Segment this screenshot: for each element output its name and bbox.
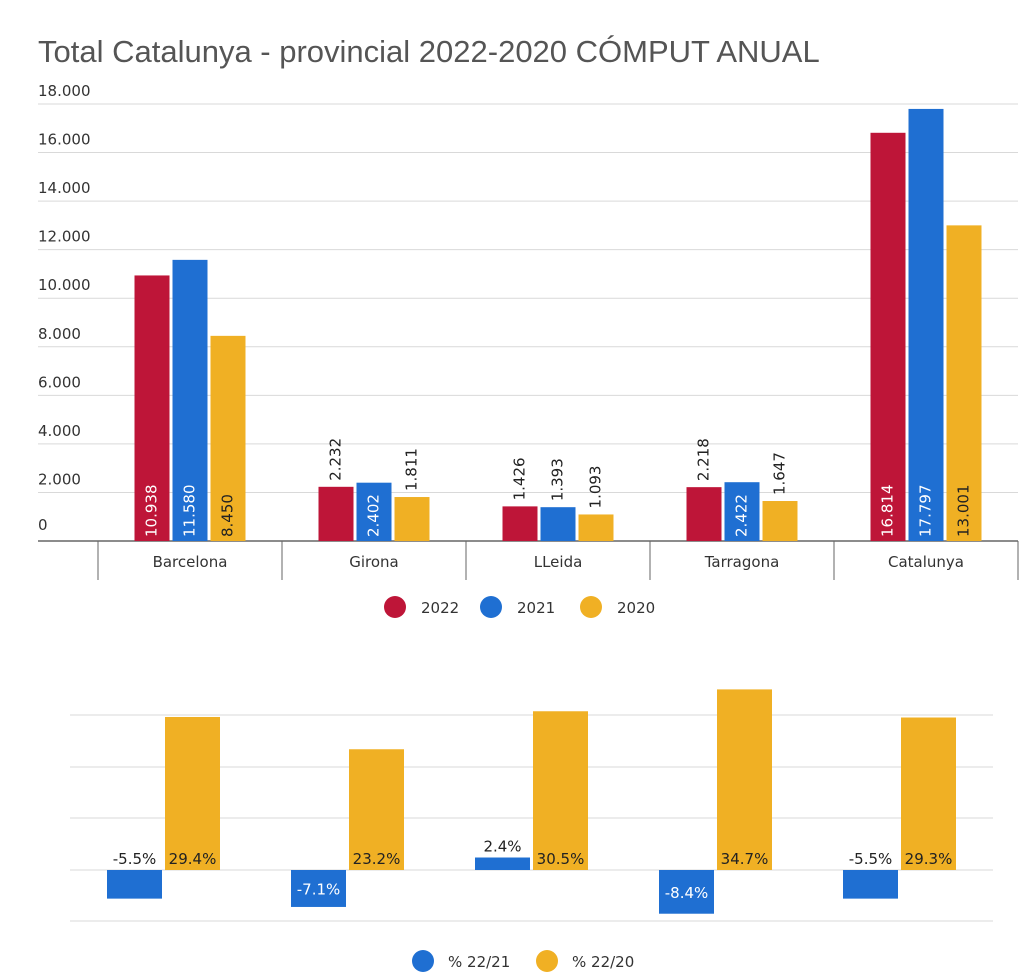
data-label: 1.426	[511, 457, 529, 500]
data-label: 29.4%	[169, 850, 217, 868]
data-label: -8.4%	[665, 884, 709, 902]
legend-marker	[536, 950, 558, 972]
bar	[502, 506, 538, 541]
legend-label: % 22/21	[448, 953, 510, 971]
data-label: 30.5%	[537, 850, 585, 868]
data-label: 8.450	[219, 494, 237, 537]
y-tick-label: 10.000	[38, 276, 91, 294]
data-label: 13.001	[955, 485, 973, 538]
bar	[210, 335, 246, 541]
y-tick-label: 0	[38, 516, 48, 534]
data-label: 16.814	[879, 485, 897, 538]
legend-marker	[480, 596, 502, 618]
bar	[724, 482, 760, 541]
bar	[901, 717, 956, 870]
data-label: 1.811	[403, 448, 421, 491]
data-label: -5.5%	[849, 850, 893, 868]
y-tick-label: 4.000	[38, 422, 81, 440]
x-tick-label: Catalunya	[888, 553, 964, 571]
bar	[394, 497, 430, 541]
bar	[165, 716, 220, 870]
legend-label: % 22/20	[572, 953, 634, 971]
data-label: 2.232	[327, 438, 345, 481]
data-label: 10.938	[143, 485, 161, 538]
legend-label: 2021	[517, 599, 555, 617]
data-label: 2.218	[695, 438, 713, 481]
data-label: -7.1%	[297, 880, 341, 898]
data-label: 34.7%	[721, 850, 769, 868]
bar	[659, 870, 714, 914]
data-label: 17.797	[917, 485, 935, 538]
bar	[540, 507, 576, 541]
data-label: 2.402	[365, 494, 383, 537]
data-label: 11.580	[181, 485, 199, 538]
legend-label: 2020	[617, 599, 655, 617]
top-bar-chart: 0 2.000 4.000 6.000 8.000 10.000 12.000 14.000 1…	[38, 82, 1019, 618]
data-label: 1.093	[587, 466, 605, 509]
y-tick-label: 2.000	[38, 470, 81, 488]
x-tick-label: Tarragona	[704, 553, 780, 571]
y-tick-label: 18.000	[38, 82, 91, 100]
chart-title: Total Catalunya - provincial 2022-2020 C…	[38, 34, 820, 69]
bar	[686, 487, 722, 541]
data-label: 1.647	[771, 452, 789, 495]
legend-marker	[384, 596, 406, 618]
bar	[291, 870, 346, 907]
data-label: 2.4%	[483, 838, 521, 856]
bar	[475, 857, 530, 870]
bar	[578, 514, 614, 541]
bar	[134, 275, 170, 541]
bar	[908, 108, 944, 541]
legend-label: 2022	[421, 599, 459, 617]
bar	[843, 870, 898, 899]
data-label: -5.5%	[113, 850, 157, 868]
bar	[318, 486, 354, 541]
x-tick-label: Barcelona	[153, 553, 228, 571]
x-tick-label: LLeida	[534, 553, 583, 571]
y-tick-label: 6.000	[38, 373, 81, 391]
bar	[356, 482, 392, 541]
bar	[717, 689, 772, 870]
legend-marker	[580, 596, 602, 618]
y-tick-label: 14.000	[38, 179, 91, 197]
legend-marker	[412, 950, 434, 972]
bar	[870, 132, 906, 541]
bar	[107, 870, 162, 899]
data-label: 2.422	[733, 494, 751, 537]
data-label: 23.2%	[353, 850, 401, 868]
y-tick-label: 12.000	[38, 228, 91, 246]
x-tick-label: Girona	[349, 553, 399, 571]
data-label: 29.3%	[905, 850, 953, 868]
y-tick-label: 8.000	[38, 325, 81, 343]
bar	[349, 749, 404, 870]
bar	[762, 501, 798, 541]
data-label: 1.393	[549, 458, 567, 501]
bar	[533, 711, 588, 870]
y-tick-label: 16.000	[38, 131, 91, 149]
bar	[172, 259, 208, 541]
bar	[946, 225, 982, 541]
